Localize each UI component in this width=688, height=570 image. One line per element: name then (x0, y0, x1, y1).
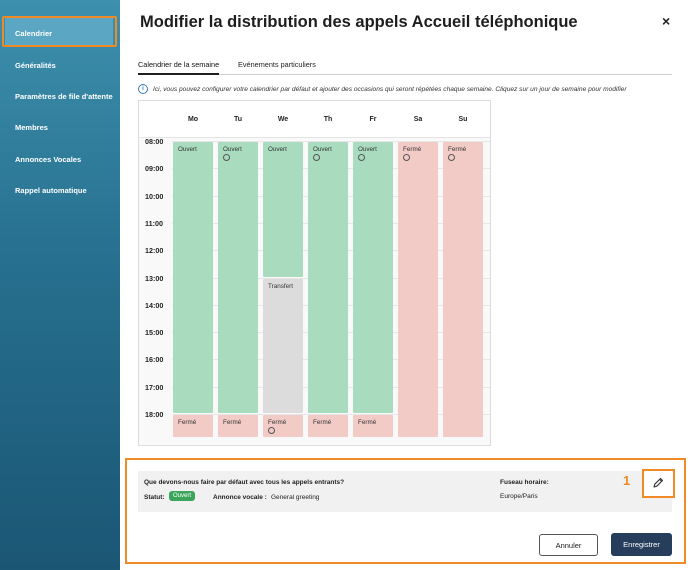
hour-label: 17:00 (145, 382, 164, 392)
schedule-block-label: Fermé (448, 146, 467, 153)
info-text: Ici, vous pouvez configurer votre calend… (153, 85, 627, 93)
announcement-value: General greeting (271, 494, 320, 501)
hour-label: 08:00 (145, 137, 164, 146)
timezone-label: Fuseau horaire: (500, 479, 549, 486)
schedule-block[interactable]: Fermé (398, 142, 438, 437)
schedule-block[interactable]: Ouvert (218, 142, 258, 413)
day-header[interactable]: Mo (187, 116, 199, 123)
sidebar-active-bg (5, 18, 113, 46)
hour-label: 12:00 (145, 246, 164, 256)
default-behavior-summary: Que devons-nous faire par défaut avec to… (138, 471, 672, 512)
hour-label: 14:00 (145, 300, 164, 310)
circle-icon (448, 154, 455, 161)
hour-label: 09:00 (145, 164, 164, 174)
schedule-block[interactable]: Fermé (173, 415, 213, 437)
annotation-number: 1 (623, 473, 631, 488)
status-badge: Ouvert (169, 491, 196, 501)
sidebar-item-membres[interactable]: Membres (15, 123, 48, 132)
hour-label: 10:00 (145, 191, 164, 201)
schedule-block-label: Ouvert (223, 146, 242, 153)
info-message: i Ici, vous pouvez configurer votre cale… (138, 84, 627, 94)
sidebar-item-annonces-vocales[interactable]: Annonces Vocales (15, 155, 82, 164)
status-label: Statut: (144, 494, 165, 501)
hour-label: 15:00 (145, 328, 164, 338)
schedule-block[interactable]: Fermé (443, 142, 483, 437)
hour-label: 13:00 (145, 273, 164, 283)
tab-special-events[interactable]: Evénements particuliers (238, 60, 316, 69)
sidebar-highlight-annotation (2, 16, 117, 47)
page-title: Modifier la distribution des appels Accu… (140, 13, 578, 31)
day-header[interactable]: We (277, 116, 289, 123)
circle-icon (268, 427, 275, 434)
day-header[interactable]: Sa (413, 116, 423, 123)
day-header[interactable]: Su (458, 116, 468, 123)
timezone-value: Europe/Paris (500, 493, 538, 500)
calendar-header: Mo Tu We Th Fr Sa Su (139, 101, 490, 138)
circle-icon (358, 154, 365, 161)
sidebar-item-rappel-automatique[interactable]: Rappel automatique (15, 186, 87, 195)
hour-gridline (172, 414, 490, 415)
schedule-block-label: Transfert (268, 282, 293, 290)
default-question: Que devons-nous faire par défaut avec to… (144, 479, 345, 486)
schedule-block[interactable]: Ouvert (263, 142, 303, 277)
close-icon[interactable]: × (662, 13, 671, 29)
schedule-block[interactable]: Transfert (263, 278, 303, 413)
schedule-block-label: Fermé (223, 419, 242, 426)
cancel-button[interactable]: Annuler (539, 534, 598, 556)
schedule-block[interactable]: Ouvert (308, 142, 348, 413)
circle-icon (223, 154, 230, 161)
hour-label: 11:00 (145, 218, 163, 228)
schedule-block-label: Ouvert (313, 146, 332, 153)
schedule-block[interactable]: Fermé (308, 415, 348, 437)
schedule-block[interactable]: Fermé (263, 415, 303, 437)
sidebar-item-calendrier[interactable]: Calendrier (15, 29, 53, 38)
schedule-block[interactable]: Ouvert (353, 142, 393, 413)
hour-label: 16:00 (145, 355, 164, 365)
schedule-block-label: Ouvert (268, 146, 287, 153)
schedule-block[interactable]: Ouvert (173, 142, 213, 413)
hour-gridline (172, 141, 490, 142)
day-header[interactable]: Fr (369, 116, 377, 123)
tab-weekly-calendar[interactable]: Calendrier de la semaine (138, 60, 220, 75)
schedule-block-label: Fermé (403, 146, 422, 153)
schedule-block-label: Fermé (313, 419, 332, 426)
save-button[interactable]: Enregistrer (611, 533, 672, 556)
sidebar: Calendrier Généralités Paramètres de fil… (0, 0, 120, 570)
sidebar-item-parametres-file[interactable]: Paramètres de file d'attente (15, 92, 113, 101)
schedule-block-label: Fermé (268, 419, 287, 426)
schedule-block-label: Fermé (358, 419, 377, 426)
schedule-block-label: Ouvert (358, 146, 377, 153)
weekly-calendar: Mo Tu We Th Fr Sa Su 08:00 09:00 10:00 11:00 12:00… (138, 100, 491, 446)
schedule-block[interactable]: Fermé (353, 415, 393, 437)
announcement-label: Annonce vocale : (213, 494, 267, 501)
circle-icon (403, 154, 410, 161)
hour-label: 18:00 (145, 410, 164, 419)
sidebar-item-generalites[interactable]: Généralités (15, 61, 56, 70)
edit-button[interactable] (648, 474, 668, 492)
schedule-block-label: Ouvert (178, 146, 197, 153)
schedule-block[interactable]: Fermé (218, 415, 258, 437)
day-header[interactable]: Th (323, 116, 333, 123)
info-circle-icon: i (138, 84, 148, 94)
tab-bar: Calendrier de la semaine Evénements part… (138, 55, 672, 75)
bottom-section-highlight-annotation (125, 458, 686, 564)
day-header[interactable]: Tu (233, 116, 243, 123)
schedule-block-label: Fermé (178, 419, 197, 426)
edit-highlight-annotation (642, 469, 675, 498)
circle-icon (313, 154, 320, 161)
pencil-icon (653, 477, 664, 488)
